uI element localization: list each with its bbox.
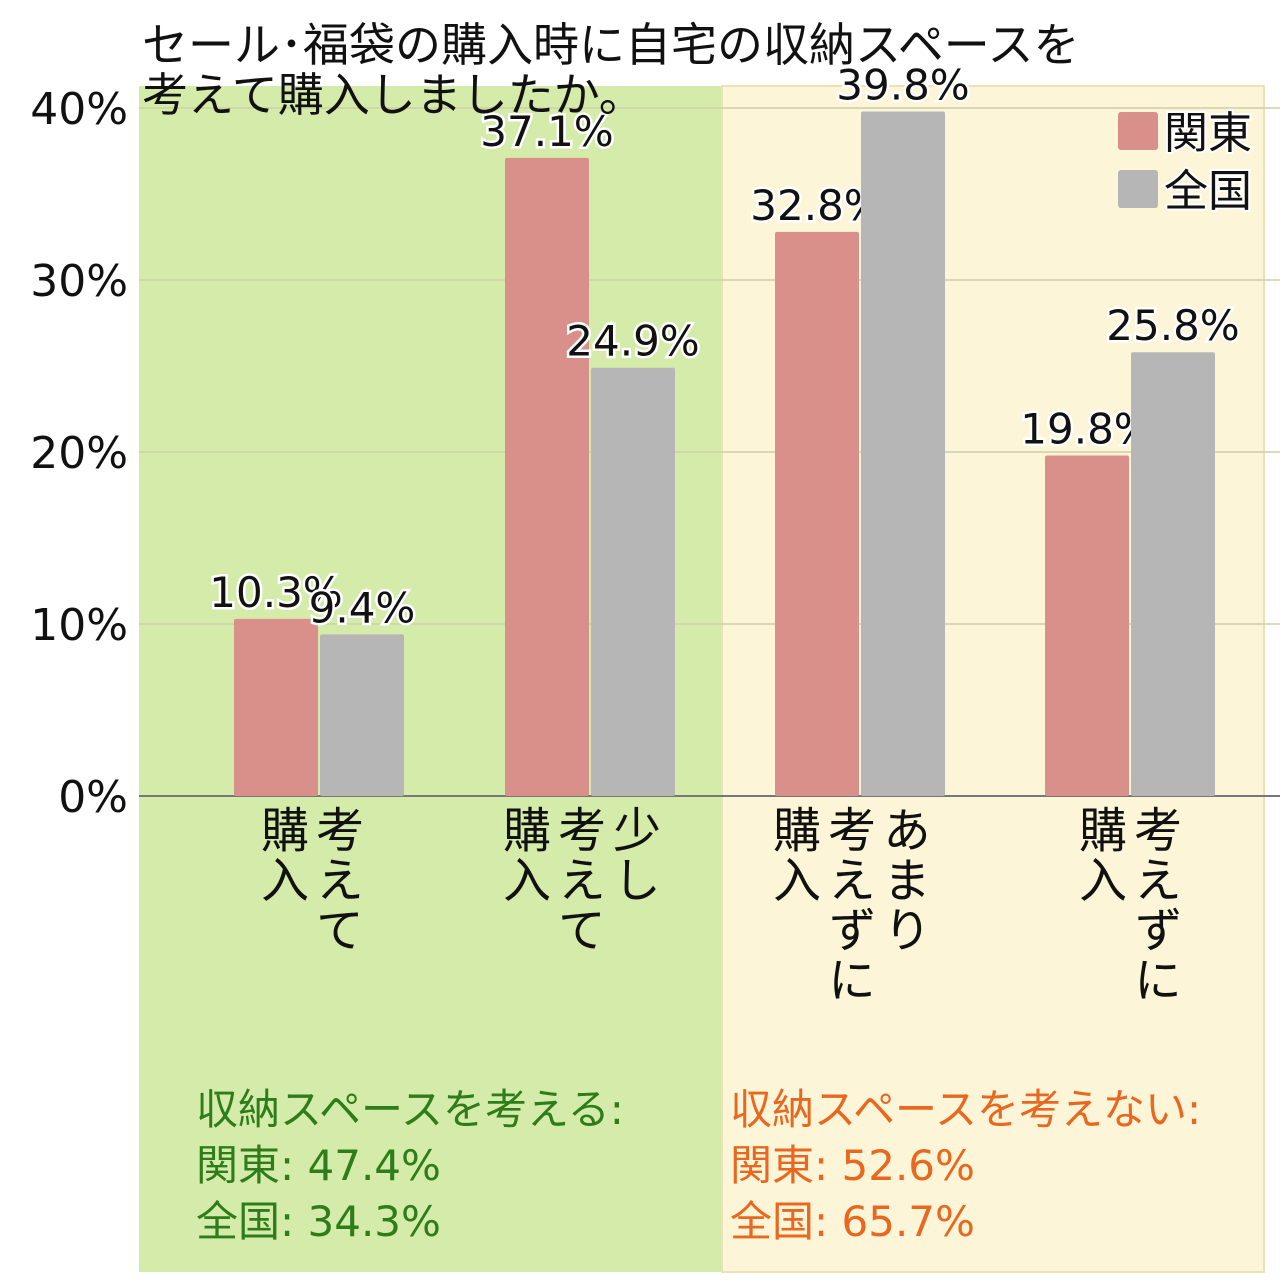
bar-kanto [775,231,859,797]
legend-swatch [1118,170,1158,208]
legend-label: 全国 [1164,166,1252,217]
bar-kanto [1045,455,1129,796]
data-label: 37.1% [480,107,613,156]
summary-not-consider-heading: 収納スペースを考えない: [730,1085,1202,1134]
legend-label: 関東 [1164,108,1252,159]
bar-national [591,367,675,796]
category-label-4: 考えずに 購入 [1070,805,1181,1005]
data-label: 39.8% [836,60,969,109]
y-tick-label: 10% [30,600,128,651]
data-label: 24.9% [566,317,699,366]
summary-not-consider-national: 全国: 65.7% [730,1197,975,1246]
category-label-2: 少し 考えて 購入 [494,805,660,955]
data-label: 9.4% [309,583,416,632]
summary-consider-kanto: 関東: 47.4% [196,1141,441,1190]
y-tick-label: 40% [30,84,128,135]
y-tick-label: 20% [30,428,128,479]
data-label: 10.3% [209,568,342,617]
bar-kanto [234,618,318,796]
summary-consider: 収納スペースを考える: 関東: 47.4% 全国: 34.3% [196,1082,624,1250]
summary-not-consider: 収納スペースを考えない: 関東: 52.6% 全国: 65.7% [730,1082,1201,1250]
bar-national [320,634,404,796]
summary-consider-national: 全国: 34.3% [196,1197,441,1246]
data-label: 25.8% [1106,301,1239,350]
legend-swatch [1118,112,1158,150]
chart-title: セール･福袋の購入時に自宅の収納スペースを 考えて購入しましたか。 [142,18,1080,122]
category-label-3: あまり 考えずに 購入 [764,805,930,1005]
category-label-1: 考えて 購入 [252,805,363,955]
bar-national [1131,352,1215,796]
summary-consider-heading: 収納スペースを考える: [196,1085,624,1134]
summary-not-consider-kanto: 関東: 52.6% [730,1141,975,1190]
y-tick-label: 30% [30,256,128,307]
y-tick-label: 0% [58,772,128,823]
bar-national [861,111,945,796]
bar-kanto [505,157,589,796]
